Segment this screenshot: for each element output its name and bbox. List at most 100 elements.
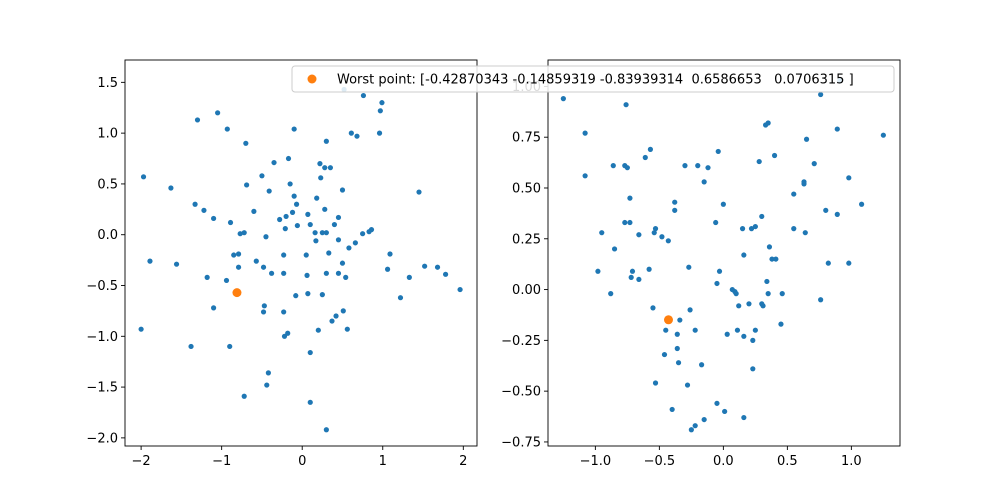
legend: Worst point: [-0.42870343 -0.14859319 -0… bbox=[291, 65, 895, 93]
right-data-point bbox=[752, 327, 758, 333]
left-data-point bbox=[377, 108, 383, 114]
left-xtick-label: 2 bbox=[459, 454, 467, 469]
right-data-point bbox=[713, 219, 719, 226]
left-data-point bbox=[192, 201, 198, 207]
right-xtick-label: 0.5 bbox=[777, 454, 798, 469]
left-data-point bbox=[168, 185, 174, 191]
left-data-point bbox=[291, 193, 297, 199]
right-data-point bbox=[650, 305, 656, 311]
left-data-point bbox=[277, 216, 283, 223]
left-data-point bbox=[323, 138, 329, 144]
left-data-point bbox=[253, 258, 259, 264]
right-data-point bbox=[748, 226, 755, 232]
right-ytick-label: 0.50 bbox=[512, 181, 541, 196]
left-xtick-label: 1 bbox=[379, 454, 387, 469]
right-data-point bbox=[599, 230, 605, 236]
right-data-point bbox=[802, 230, 808, 236]
left-data-point bbox=[329, 318, 335, 324]
left-ytick-label: −2.0 bbox=[86, 431, 118, 446]
right-data-point bbox=[687, 307, 693, 313]
right-data-point bbox=[669, 406, 675, 413]
left-data-point bbox=[314, 195, 320, 201]
right-data-point bbox=[684, 382, 691, 388]
left-data-point bbox=[241, 393, 247, 399]
right-data-point bbox=[623, 102, 629, 108]
right-data-point bbox=[692, 327, 698, 333]
left-data-point bbox=[335, 270, 342, 276]
right-data-point bbox=[756, 158, 762, 165]
right-data-point bbox=[624, 165, 630, 171]
left-data-point bbox=[223, 277, 230, 284]
left-data-point bbox=[307, 221, 313, 228]
right-data-point bbox=[636, 276, 642, 283]
left-data-point bbox=[352, 240, 358, 246]
right-data-point bbox=[752, 223, 758, 230]
right-data-point bbox=[672, 199, 678, 205]
left-data-point bbox=[313, 238, 319, 244]
right-data-point bbox=[750, 337, 756, 343]
right-data-point bbox=[779, 291, 785, 297]
left-ytick-label: 0.0 bbox=[97, 228, 118, 243]
left-data-point bbox=[312, 230, 318, 236]
right-ytick-label: −0.75 bbox=[501, 435, 541, 450]
right-ytick-label: −0.50 bbox=[501, 385, 541, 400]
left-data-point bbox=[293, 201, 300, 207]
left-data-point bbox=[235, 264, 242, 270]
left-data-point bbox=[434, 264, 441, 270]
right-data-point bbox=[818, 297, 824, 303]
right-data-point bbox=[582, 130, 588, 136]
right-data-point bbox=[724, 331, 730, 337]
right-data-point bbox=[764, 278, 770, 285]
left-data-point bbox=[346, 245, 352, 251]
left-data-point bbox=[322, 165, 328, 171]
right-data-point bbox=[661, 351, 668, 358]
right-data-point bbox=[846, 260, 852, 266]
left-data-point bbox=[344, 326, 350, 332]
right-data-point bbox=[608, 291, 614, 297]
left-data-point bbox=[285, 155, 292, 162]
left-data-point bbox=[360, 231, 366, 237]
right-data-point bbox=[611, 246, 618, 252]
left-data-point bbox=[269, 270, 275, 276]
right-data-point bbox=[665, 238, 671, 244]
right-data-point bbox=[741, 333, 747, 339]
left-data-point bbox=[188, 343, 194, 350]
left-data-point bbox=[442, 271, 449, 277]
right-data-point bbox=[818, 91, 824, 98]
right-data-point bbox=[880, 132, 886, 138]
legend-frame bbox=[291, 65, 895, 93]
left-data-point bbox=[215, 110, 221, 116]
left-axes-frame bbox=[124, 59, 478, 447]
left-data-point bbox=[303, 252, 309, 258]
left-data-point bbox=[283, 213, 289, 220]
left-data-point bbox=[231, 252, 237, 258]
left-data-point bbox=[331, 221, 338, 228]
right-data-point bbox=[672, 207, 678, 213]
right-data-point bbox=[801, 181, 807, 187]
right-worst-point bbox=[663, 315, 673, 325]
right-data-point bbox=[610, 163, 616, 169]
left-data-point bbox=[343, 274, 349, 280]
right-data-point bbox=[629, 268, 636, 274]
right-data-point bbox=[692, 423, 698, 429]
left-data-point bbox=[259, 173, 265, 179]
right-data-point bbox=[663, 327, 669, 333]
right-ytick-label: −0.25 bbox=[501, 334, 541, 349]
right-data-point bbox=[652, 380, 659, 386]
right-data-point bbox=[720, 201, 726, 207]
right-data-point bbox=[769, 256, 775, 262]
right-data-point bbox=[859, 201, 865, 207]
left-data-point bbox=[406, 274, 412, 280]
right-data-point bbox=[705, 165, 711, 171]
left-data-point bbox=[323, 270, 329, 276]
left-data-point bbox=[204, 274, 210, 280]
left-data-point bbox=[266, 188, 272, 194]
left-data-point bbox=[323, 230, 329, 236]
right-data-point bbox=[560, 96, 566, 102]
left-data-point bbox=[319, 292, 325, 298]
left-data-point bbox=[243, 140, 249, 146]
right-data-point bbox=[803, 136, 810, 142]
right-data-point bbox=[760, 303, 766, 309]
right-xtick-label: 1.0 bbox=[841, 454, 862, 469]
right-data-point bbox=[674, 331, 680, 337]
